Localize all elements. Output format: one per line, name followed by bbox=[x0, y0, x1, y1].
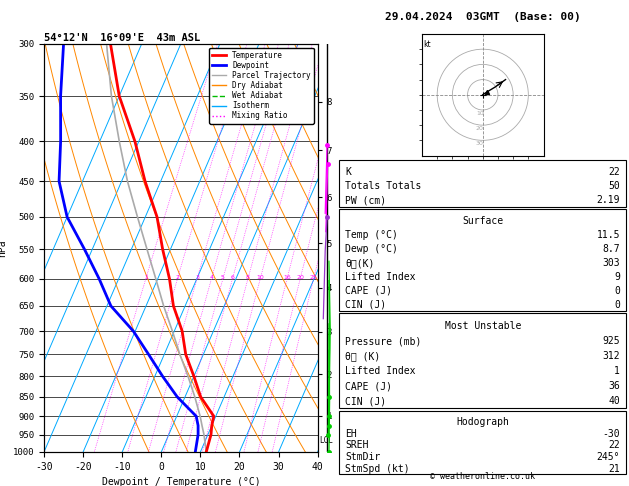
Text: 10: 10 bbox=[257, 276, 264, 280]
Text: 5: 5 bbox=[221, 276, 225, 280]
Text: 312: 312 bbox=[603, 351, 620, 361]
Text: Totals Totals: Totals Totals bbox=[345, 181, 421, 191]
Text: 245°: 245° bbox=[597, 452, 620, 462]
Text: LCL: LCL bbox=[319, 436, 333, 446]
Text: CIN (J): CIN (J) bbox=[345, 396, 386, 406]
Text: 6: 6 bbox=[231, 276, 235, 280]
Bar bbox=[340, 313, 626, 408]
Text: Surface: Surface bbox=[462, 216, 503, 226]
Text: CAPE (J): CAPE (J) bbox=[345, 381, 392, 391]
Text: StmSpd (kt): StmSpd (kt) bbox=[345, 464, 410, 474]
Text: 20: 20 bbox=[476, 126, 484, 131]
Text: EH: EH bbox=[345, 429, 357, 438]
Text: 22: 22 bbox=[608, 440, 620, 451]
Text: 50: 50 bbox=[608, 181, 620, 191]
Text: 0: 0 bbox=[615, 300, 620, 310]
Text: 22: 22 bbox=[608, 167, 620, 177]
Y-axis label: hPa: hPa bbox=[0, 239, 8, 257]
Text: CAPE (J): CAPE (J) bbox=[345, 286, 392, 296]
Text: 29.04.2024  03GMT  (Base: 00): 29.04.2024 03GMT (Base: 00) bbox=[385, 12, 581, 22]
Text: 20: 20 bbox=[296, 276, 304, 280]
Text: 40: 40 bbox=[608, 396, 620, 406]
Text: Most Unstable: Most Unstable bbox=[445, 321, 521, 331]
Text: -30: -30 bbox=[603, 429, 620, 438]
Bar bbox=[340, 160, 626, 207]
Text: 2.19: 2.19 bbox=[597, 195, 620, 206]
Text: 8.7: 8.7 bbox=[603, 244, 620, 254]
Text: Lifted Index: Lifted Index bbox=[345, 272, 416, 282]
Text: SREH: SREH bbox=[345, 440, 369, 451]
Text: 1: 1 bbox=[144, 276, 148, 280]
Text: © weatheronline.co.uk: © weatheronline.co.uk bbox=[430, 472, 535, 481]
Text: Temp (°C): Temp (°C) bbox=[345, 230, 398, 240]
X-axis label: Dewpoint / Temperature (°C): Dewpoint / Temperature (°C) bbox=[101, 477, 260, 486]
Text: 30: 30 bbox=[476, 141, 484, 146]
Text: 36: 36 bbox=[608, 381, 620, 391]
Text: 54°12'N  16°09'E  43m ASL: 54°12'N 16°09'E 43m ASL bbox=[44, 33, 200, 43]
Text: 10: 10 bbox=[476, 110, 484, 116]
Text: θᴇ (K): θᴇ (K) bbox=[345, 351, 381, 361]
Text: kt: kt bbox=[423, 40, 431, 49]
Text: Hodograph: Hodograph bbox=[456, 417, 509, 427]
Text: 1: 1 bbox=[615, 366, 620, 376]
Text: 8: 8 bbox=[246, 276, 250, 280]
Text: 25: 25 bbox=[309, 276, 318, 280]
Text: 11.5: 11.5 bbox=[597, 230, 620, 240]
Text: 0: 0 bbox=[615, 286, 620, 296]
Text: 4: 4 bbox=[209, 276, 213, 280]
Text: 303: 303 bbox=[603, 258, 620, 268]
Text: StmDir: StmDir bbox=[345, 452, 381, 462]
Text: PW (cm): PW (cm) bbox=[345, 195, 386, 206]
Text: K: K bbox=[345, 167, 351, 177]
Y-axis label: km
ASL: km ASL bbox=[340, 248, 357, 269]
Text: 21: 21 bbox=[608, 464, 620, 474]
Text: Lifted Index: Lifted Index bbox=[345, 366, 416, 376]
Text: CIN (J): CIN (J) bbox=[345, 300, 386, 310]
Text: 3: 3 bbox=[195, 276, 199, 280]
Text: 9: 9 bbox=[615, 272, 620, 282]
Legend: Temperature, Dewpoint, Parcel Trajectory, Dry Adiabat, Wet Adiabat, Isotherm, Mi: Temperature, Dewpoint, Parcel Trajectory… bbox=[209, 48, 314, 123]
Bar bbox=[340, 209, 626, 311]
Text: Pressure (mb): Pressure (mb) bbox=[345, 336, 421, 346]
Text: Dewp (°C): Dewp (°C) bbox=[345, 244, 398, 254]
Text: 16: 16 bbox=[283, 276, 291, 280]
Text: 925: 925 bbox=[603, 336, 620, 346]
Text: θᴇ(K): θᴇ(K) bbox=[345, 258, 375, 268]
Text: 2: 2 bbox=[175, 276, 179, 280]
Bar bbox=[340, 411, 626, 474]
